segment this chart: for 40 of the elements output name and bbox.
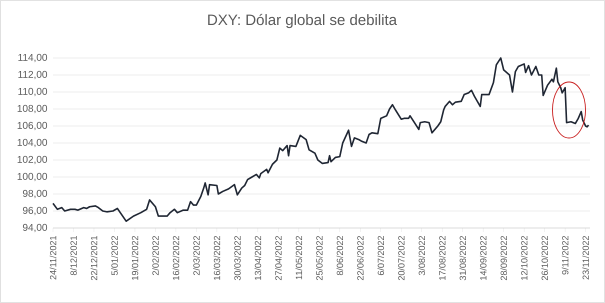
x-tick-label: 25/05/2022 — [316, 236, 323, 280]
x-tick-label: 8/12/2021 — [70, 236, 77, 276]
x-tick-label: 2/02/2022 — [152, 236, 159, 276]
x-tick-label: 22/06/2022 — [356, 236, 364, 280]
y-tick-label: 94,00 — [22, 224, 48, 232]
x-tick-label: 9/11/2022 — [562, 236, 568, 274]
x-tick-label: 30/03/2022 — [234, 236, 241, 280]
y-tick-label: 96,00 — [22, 206, 48, 216]
x-tick-label: 8/06/2022 — [336, 236, 344, 276]
y-tick-label: 102,00 — [18, 156, 48, 164]
x-tick-label: 12/10/2022 — [520, 236, 528, 280]
x-tick-label: 28/09/2022 — [500, 236, 507, 280]
y-tick-label: 108,00 — [18, 104, 48, 114]
x-tick-label: 11/05/2022 — [296, 236, 302, 280]
y-tick-label: 114,00 — [18, 54, 48, 62]
x-tick-label: 14/09/2022 — [480, 236, 486, 280]
x-tick-label: 6/07/2022 — [377, 236, 384, 276]
chart-title: DXY: Dólar global se debilita — [208, 14, 398, 28]
x-tick-label: 22/12/2021 — [90, 236, 98, 280]
x-tick-label: 13/04/2022 — [254, 236, 262, 280]
y-tick-label: 104,00 — [18, 138, 48, 148]
x-tick-label: 5/01/2022 — [111, 236, 118, 276]
x-tick-label: 23/11/2022 — [582, 236, 589, 280]
x-tick-label: 27/04/2022 — [275, 236, 282, 280]
x-tick-label: 31/08/2022 — [459, 236, 466, 280]
y-tick-label: 112,00 — [18, 70, 48, 80]
x-tick-label: 16/03/2022 — [214, 236, 220, 280]
x-tick-label: 20/07/2022 — [398, 236, 405, 280]
y-tick-label: 106,00 — [18, 122, 48, 130]
line-series — [52, 57, 590, 222]
y-tick-label: 100,00 — [18, 172, 48, 182]
y-tick-label: 98,00 — [22, 190, 48, 198]
x-tick-label: 2/03/2022 — [193, 236, 200, 276]
y-tick-label: 110,00 — [18, 88, 48, 96]
x-tick-label: 24/11/2021 — [50, 236, 56, 280]
x-tick-label: 19/01/2022 — [132, 236, 138, 280]
x-tick-label: 26/10/2022 — [541, 236, 548, 280]
x-tick-label: 17/08/2022 — [438, 236, 446, 280]
x-tick-label: 3/08/2022 — [418, 236, 426, 276]
x-tick-label: 16/02/2022 — [172, 236, 180, 280]
